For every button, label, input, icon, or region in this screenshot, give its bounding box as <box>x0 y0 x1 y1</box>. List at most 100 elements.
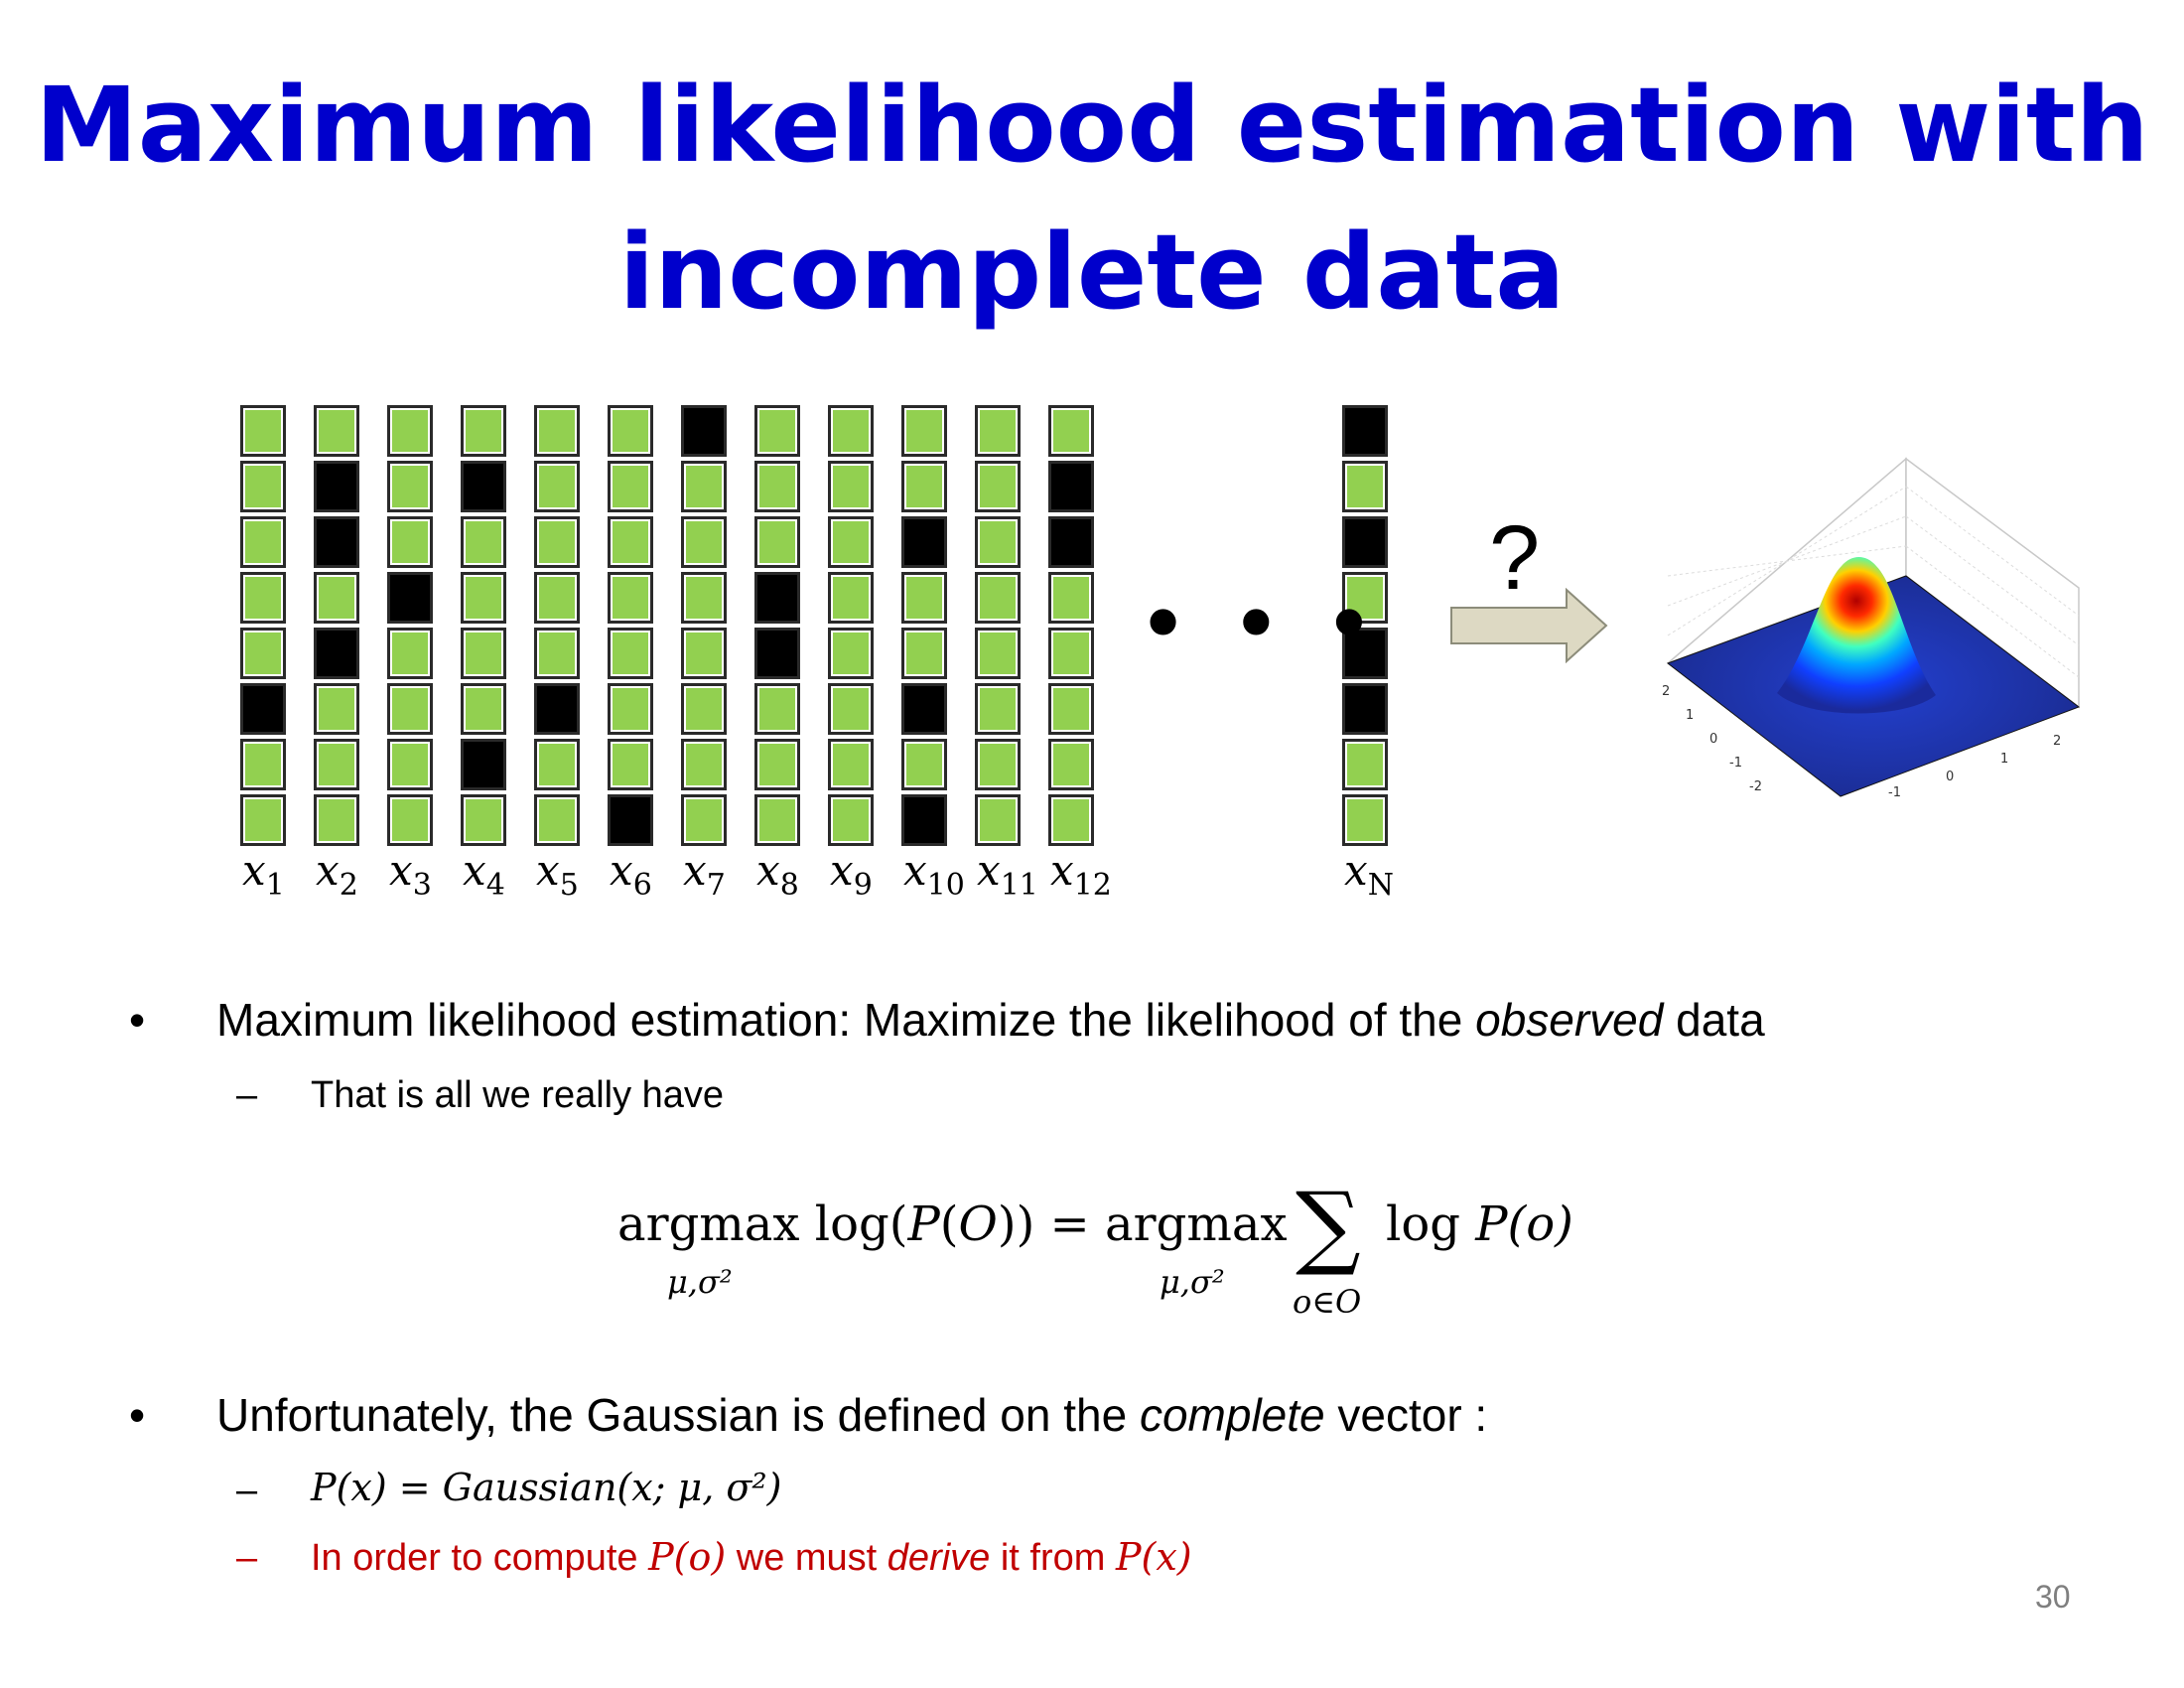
bullet-mle-text: Maximum likelihood estimation: Maximize … <box>216 993 1765 1047</box>
bullet-text: In order to compute <box>311 1537 649 1579</box>
observed-cell <box>461 405 506 457</box>
missing-cell <box>608 794 653 846</box>
slide-title-line2: incomplete data <box>618 211 1566 333</box>
right-arrow-icon <box>1450 588 1608 663</box>
vector-label-sub: 5 <box>559 868 579 903</box>
missing-cell <box>461 461 506 512</box>
observed-cell <box>387 628 433 679</box>
observed-cell <box>681 461 727 512</box>
vector-label: x6 <box>610 846 652 903</box>
ellipsis: • • • <box>1137 573 1382 677</box>
vector-label-var: x <box>242 846 266 895</box>
vector-label-sub: 8 <box>779 868 799 903</box>
observed-cell <box>828 572 874 624</box>
observed-cell <box>1048 628 1094 679</box>
observed-cell <box>534 461 580 512</box>
eq-part: argmax log( <box>617 1196 908 1252</box>
sub-bullet-marker: – <box>236 1537 258 1579</box>
observed-cell <box>975 794 1021 846</box>
observed-cell <box>1048 405 1094 457</box>
observed-cell <box>608 461 653 512</box>
observed-cell <box>608 683 653 735</box>
observed-cell <box>240 572 286 624</box>
missing-cell <box>1342 683 1388 735</box>
observed-cell <box>387 461 433 512</box>
vector-label-sub: N <box>1367 868 1394 903</box>
missing-cell <box>901 794 947 846</box>
observed-cell <box>754 516 800 568</box>
observed-cell <box>314 405 359 457</box>
observed-cell <box>240 628 286 679</box>
missing-cell <box>314 461 359 512</box>
observed-cell <box>975 405 1021 457</box>
observed-cell <box>534 572 580 624</box>
surface-x-tick: -1 <box>1888 785 1901 800</box>
eq-part: ( <box>939 1196 959 1252</box>
observed-cell <box>240 461 286 512</box>
sub-bullet-marker: – <box>236 1470 258 1511</box>
observed-cell <box>461 572 506 624</box>
observed-cell <box>828 461 874 512</box>
eq-var: (o) <box>1507 1196 1573 1252</box>
vector-label: x2 <box>316 846 358 903</box>
observed-cell <box>681 794 727 846</box>
observed-cell <box>1342 461 1388 512</box>
vector-label-var: x <box>463 846 486 895</box>
missing-cell <box>901 516 947 568</box>
observed-cell <box>608 628 653 679</box>
observed-cell <box>314 794 359 846</box>
observed-cell <box>1342 572 1388 624</box>
missing-cell <box>1048 516 1094 568</box>
observed-cell <box>387 794 433 846</box>
eq-var: P <box>907 1196 940 1252</box>
missing-cell <box>387 572 433 624</box>
observed-cell <box>461 794 506 846</box>
question-mark: ? <box>1489 507 1541 609</box>
observed-cell <box>314 683 359 735</box>
observed-cell <box>534 628 580 679</box>
observed-cell <box>387 516 433 568</box>
observed-cell <box>828 683 874 735</box>
observed-cell <box>461 516 506 568</box>
bullet-text: it from <box>990 1537 1116 1579</box>
observed-cell <box>534 794 580 846</box>
sum-symbol: ∑ <box>1296 1173 1361 1279</box>
vector-label: xN <box>1344 846 1394 903</box>
eq-var: O <box>958 1196 998 1252</box>
vector-label-sub: 12 <box>1073 868 1112 903</box>
surface-y-tick: 2 <box>1662 684 1670 699</box>
bullet-text: vector : <box>1324 1389 1488 1441</box>
observed-cell <box>681 739 727 790</box>
observed-cell <box>975 683 1021 735</box>
observed-cell <box>608 739 653 790</box>
observed-cell <box>901 405 947 457</box>
observed-cell <box>828 739 874 790</box>
bullet-text: data <box>1663 994 1765 1046</box>
observed-cell <box>1048 739 1094 790</box>
vector-label: x4 <box>463 846 505 903</box>
surface-y-tick: 0 <box>1709 732 1717 747</box>
page-number: 30 <box>2035 1579 2071 1615</box>
observed-cell <box>240 405 286 457</box>
observed-cell <box>975 461 1021 512</box>
observed-cell <box>754 739 800 790</box>
vector-label: x9 <box>830 846 873 903</box>
sub-bullet-text: That is all we really have <box>311 1074 725 1116</box>
observed-cell <box>754 405 800 457</box>
vector-label-var: x <box>316 846 340 895</box>
observed-cell <box>387 739 433 790</box>
observed-cell <box>1342 794 1388 846</box>
observed-cell <box>534 516 580 568</box>
observed-cell <box>901 628 947 679</box>
missing-cell <box>314 628 359 679</box>
surface-y-tick: 1 <box>1686 708 1694 723</box>
missing-cell <box>1048 461 1094 512</box>
vector-label-var: x <box>1050 846 1074 895</box>
bullet-text: Maximum likelihood estimation: Maximize … <box>216 994 1476 1046</box>
gaussian-surface-plot: 2 1 0 -1 -2 -1 0 1 2 <box>1662 457 2081 800</box>
vector-label-sub: 11 <box>1000 868 1038 903</box>
observed-cell <box>828 516 874 568</box>
vector-label: x1 <box>242 846 285 903</box>
sub-bullet-marker: – <box>236 1074 258 1116</box>
observed-cell <box>828 628 874 679</box>
